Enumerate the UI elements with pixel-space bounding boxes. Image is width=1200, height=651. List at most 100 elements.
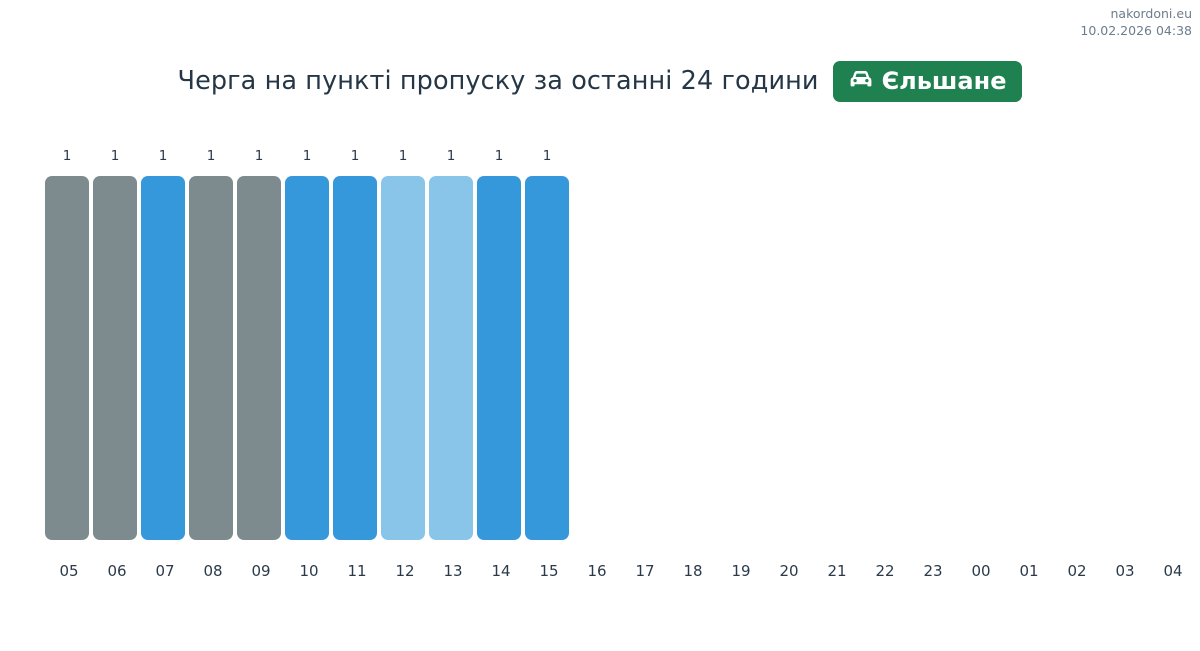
bar-value-label: 1 — [446, 147, 456, 164]
timestamp: 10.02.2026 04:38 — [1080, 22, 1192, 38]
bar-slot: 1 — [237, 134, 285, 540]
bar-column — [957, 134, 1001, 540]
bar-column — [765, 134, 809, 540]
bar-slot: 1 — [93, 134, 141, 540]
x-axis-tick: 05 — [59, 562, 79, 580]
bar-value-label: 1 — [110, 147, 120, 164]
bar-column[interactable]: 1 — [285, 134, 329, 540]
bar-column[interactable]: 1 — [189, 134, 233, 540]
bar-column[interactable]: 1 — [45, 134, 89, 540]
x-axis-tick: 00 — [971, 562, 991, 580]
bar-column — [1101, 134, 1145, 540]
bar-column — [621, 134, 665, 540]
bar-slot: 1 — [381, 134, 429, 540]
bar[interactable] — [333, 176, 377, 540]
bar-slot — [621, 134, 669, 540]
x-axis-tick: 12 — [395, 562, 415, 580]
checkpoint-badge[interactable]: Єльшане — [832, 60, 1023, 102]
x-axis-tick: 01 — [1019, 562, 1039, 580]
bar-slot: 1 — [477, 134, 525, 540]
chart-plot-area: 1 1 1 1 1 1 1 1 1 1 1 — [45, 134, 1185, 540]
x-axis-tick: 08 — [203, 562, 223, 580]
x-axis-tick: 22 — [875, 562, 895, 580]
x-axis-tick: 15 — [539, 562, 559, 580]
bar-column — [861, 134, 905, 540]
bar[interactable] — [45, 176, 89, 540]
x-axis-tick: 23 — [923, 562, 943, 580]
x-axis-tick: 10 — [299, 562, 319, 580]
x-axis-tick: 07 — [155, 562, 175, 580]
bar-column — [1053, 134, 1097, 540]
bar-column — [909, 134, 953, 540]
bar-slot: 1 — [333, 134, 381, 540]
bar[interactable] — [429, 176, 473, 540]
bar-column[interactable]: 1 — [237, 134, 281, 540]
bar-slot — [813, 134, 861, 540]
bar-column[interactable]: 1 — [333, 134, 377, 540]
x-axis-tick: 20 — [779, 562, 799, 580]
x-axis-tick: 17 — [635, 562, 655, 580]
x-axis-tick: 14 — [491, 562, 511, 580]
x-axis-tick: 06 — [107, 562, 127, 580]
bar[interactable] — [93, 176, 137, 540]
chart-header: Черга на пункті пропуску за останні 24 г… — [0, 56, 1200, 106]
bar-slot — [1149, 134, 1197, 540]
bar-column[interactable]: 1 — [525, 134, 569, 540]
bar-slot: 1 — [429, 134, 477, 540]
x-axis-tick: 11 — [347, 562, 367, 580]
car-icon — [847, 70, 875, 92]
bar-column[interactable]: 1 — [141, 134, 185, 540]
bar[interactable] — [237, 176, 281, 540]
bar-column[interactable]: 1 — [381, 134, 425, 540]
bar-slot — [1053, 134, 1101, 540]
bar-column — [1149, 134, 1193, 540]
bar[interactable] — [525, 176, 569, 540]
bar-column — [1005, 134, 1049, 540]
bar-value-label: 1 — [206, 147, 216, 164]
bar-column — [813, 134, 857, 540]
x-axis-tick: 09 — [251, 562, 271, 580]
x-axis-tick: 02 — [1067, 562, 1087, 580]
bar-slot — [669, 134, 717, 540]
bar-value-label: 1 — [254, 147, 264, 164]
bar-slot: 1 — [285, 134, 333, 540]
bar[interactable] — [189, 176, 233, 540]
bar-slot: 1 — [525, 134, 573, 540]
bar-value-label: 1 — [62, 147, 72, 164]
bar-value-label: 1 — [158, 147, 168, 164]
bar[interactable] — [141, 176, 185, 540]
bar-value-label: 1 — [542, 147, 552, 164]
site-name: nakordoni.eu — [1110, 6, 1192, 21]
bar-slot: 1 — [141, 134, 189, 540]
bar-column[interactable]: 1 — [477, 134, 521, 540]
bar-slot: 1 — [45, 134, 93, 540]
bar[interactable] — [381, 176, 425, 540]
x-axis-tick: 19 — [731, 562, 751, 580]
bar-value-label: 1 — [398, 147, 408, 164]
bar-slot — [573, 134, 621, 540]
bar-column — [717, 134, 761, 540]
bar-slot — [1101, 134, 1149, 540]
bar-value-label: 1 — [302, 147, 312, 164]
bar-slot — [909, 134, 957, 540]
bar-column — [669, 134, 713, 540]
watermark-meta: nakordoni.eu 10.02.2026 04:38 — [1080, 6, 1192, 40]
x-axis-tick: 21 — [827, 562, 847, 580]
page-title: Черга на пункті пропуску за останні 24 г… — [177, 66, 819, 96]
bar[interactable] — [285, 176, 329, 540]
bar[interactable] — [477, 176, 521, 540]
bar-value-label: 1 — [350, 147, 360, 164]
bar-column[interactable]: 1 — [429, 134, 473, 540]
bar-slot — [1005, 134, 1053, 540]
bar-column — [573, 134, 617, 540]
x-axis-tick: 18 — [683, 562, 703, 580]
bar-value-label: 1 — [494, 147, 504, 164]
x-axis-tick: 13 — [443, 562, 463, 580]
checkpoint-name: Єльшане — [881, 66, 1007, 95]
bar-slot — [861, 134, 909, 540]
x-axis-tick: 03 — [1115, 562, 1135, 580]
bar-slot — [765, 134, 813, 540]
x-axis: 05 06 07 08 09 10 11 12 13 14 15 16 17 18 19 20 21 22 23 00… — [45, 560, 1185, 590]
bar-column[interactable]: 1 — [93, 134, 137, 540]
